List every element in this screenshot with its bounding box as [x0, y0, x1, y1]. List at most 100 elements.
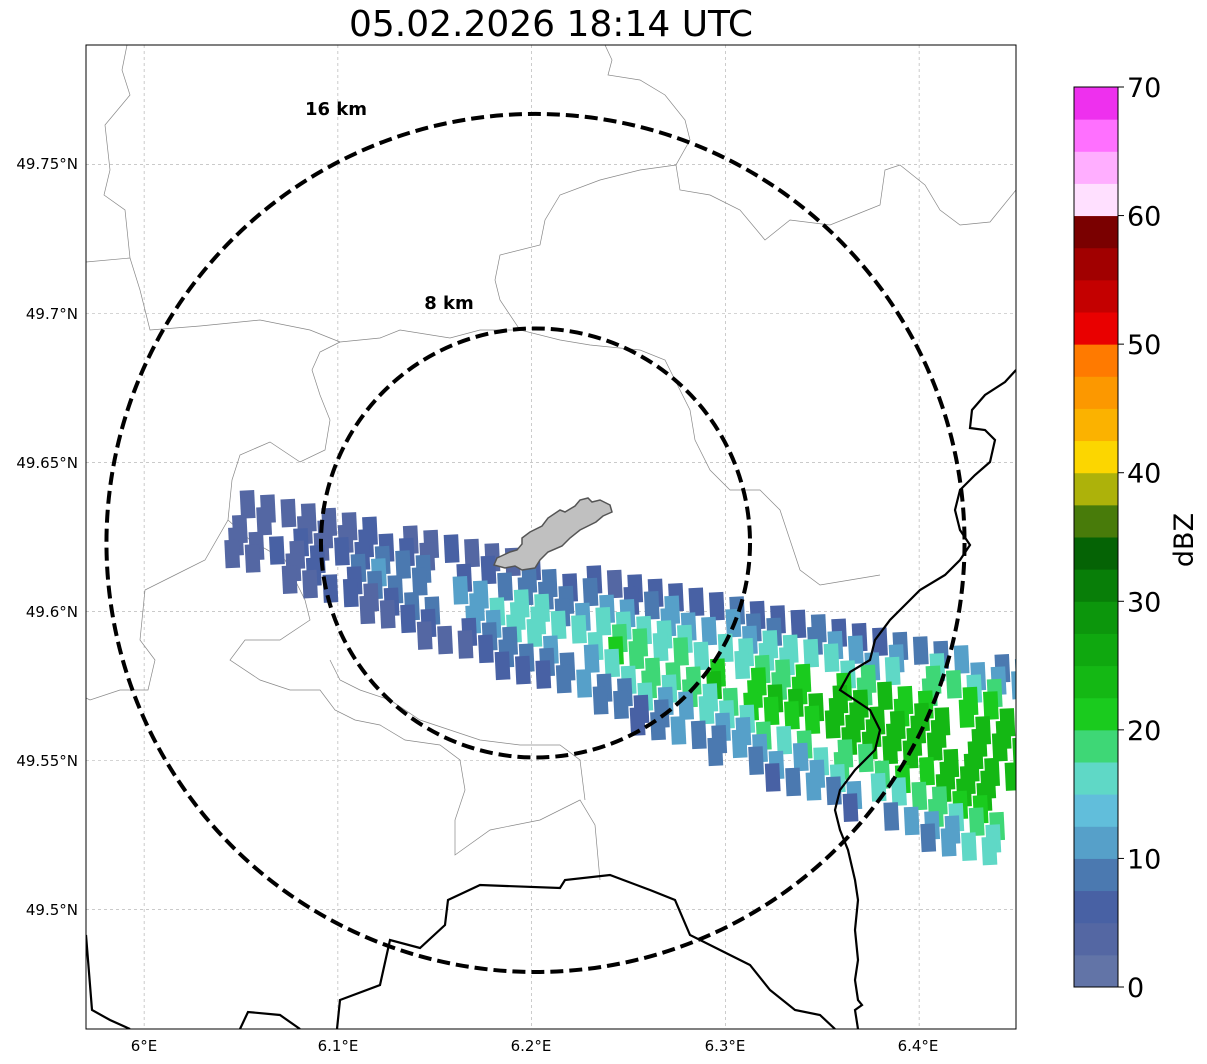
echo-bin: [379, 599, 396, 629]
colorbar-swatch: [1074, 601, 1118, 634]
echo-bin: [514, 655, 531, 685]
echo-bin: [783, 700, 800, 730]
echo-bin: [535, 660, 552, 689]
echo-bin: [670, 716, 687, 745]
echo-bin: [652, 632, 669, 662]
echo-bin: [708, 591, 725, 621]
commune-boundary: [329, 659, 586, 801]
echo-bin: [847, 635, 864, 665]
colorbar-swatch: [1074, 344, 1118, 377]
colorbar-swatch: [1074, 87, 1118, 120]
echo-bin: [443, 534, 460, 563]
echo-bin: [920, 823, 937, 853]
echo-bin: [1004, 762, 1016, 791]
national-borders: [86, 369, 1016, 1029]
echo-bin: [477, 634, 494, 664]
echo-bin: [693, 641, 710, 671]
colorbar-tick-label: 60: [1127, 202, 1161, 233]
echo-bin: [958, 699, 975, 728]
echo-bin: [395, 550, 412, 579]
echo-bin: [457, 630, 474, 659]
echo-bin: [824, 709, 841, 739]
echo-bin: [882, 735, 899, 765]
lon-tick-label: 6.1°E: [318, 1037, 359, 1055]
echo-bin: [342, 578, 359, 608]
colorbar-swatch: [1074, 472, 1118, 506]
echo-bin: [903, 806, 920, 836]
colorbar-tick-label: 40: [1127, 459, 1161, 490]
colorbar-tick-label: 0: [1127, 973, 1144, 1004]
echo-bin: [945, 669, 962, 699]
colorbar-tick-label: 30: [1127, 587, 1161, 618]
echo-bin: [823, 643, 840, 673]
echo-bin: [731, 729, 748, 759]
echo-bin: [785, 767, 802, 797]
colorbar-ticks: 0 10 20 30 40 50 60 70: [1118, 73, 1161, 1004]
colorbar-swatch: [1074, 762, 1118, 795]
commune-boundary: [129, 257, 520, 343]
echo-bin: [883, 802, 900, 831]
echo-bin: [717, 633, 734, 663]
range-ring-8km: [318, 326, 753, 760]
echo-bin: [912, 636, 929, 665]
echo-bin: [968, 807, 985, 837]
echo-bin: [698, 695, 715, 725]
border-luxembourg-germany: [833, 369, 1016, 1029]
commune-boundary: [604, 45, 1016, 241]
echo-bin: [763, 696, 780, 726]
colorbar-swatch: [1074, 408, 1118, 442]
commune-boundary: [86, 341, 341, 701]
colorbar-swatch: [1074, 247, 1118, 281]
echo-bin: [877, 681, 893, 711]
lon-tick-label: 6.2°E: [511, 1037, 552, 1055]
colorbar-tick-label: 20: [1127, 716, 1161, 747]
border-luxembourg-france: [86, 873, 836, 1029]
echo-bin: [333, 536, 350, 566]
colorbar-swatch: [1074, 183, 1118, 217]
colorbar-swatch: [1074, 151, 1118, 184]
echo-bin: [891, 777, 907, 806]
echo-bin: [629, 707, 646, 736]
colorbar-swatch: [1074, 858, 1118, 892]
echo-bin: [643, 590, 660, 620]
echo-bin: [678, 691, 695, 720]
echo-bin: [526, 618, 543, 648]
colorbar-swatch: [1074, 665, 1118, 699]
echo-bin: [1035, 663, 1051, 692]
lon-tick-label: 6.3°E: [705, 1037, 746, 1055]
echo-bin: [991, 732, 1008, 762]
echo-bin: [734, 650, 751, 680]
echo-bin: [416, 621, 433, 650]
colorbar-tick-label: 70: [1127, 73, 1161, 104]
echo-bin: [592, 685, 609, 715]
colorbar-label: dBZ: [1169, 513, 1200, 567]
echo-bin: [688, 587, 705, 617]
echo-bin: [1020, 712, 1036, 741]
range-rings: [104, 111, 967, 975]
echo-bin: [919, 756, 935, 786]
colorbar-swatch: [1074, 922, 1118, 956]
echo-bin: [673, 637, 689, 666]
lat-tick-label: 49.55°N: [16, 752, 78, 770]
echo-bin: [911, 781, 928, 811]
echo-bin: [494, 651, 511, 681]
echo-bin: [280, 498, 297, 528]
echo-bin: [792, 742, 809, 772]
range-ring-16km-label: 16 km: [305, 99, 367, 120]
lat-tick-label: 49.65°N: [16, 454, 78, 472]
echo-bin: [1031, 675, 1047, 704]
lon-tick-label: 6.4°E: [898, 1037, 939, 1055]
colorbar-swatch: [1074, 569, 1118, 602]
colorbar-swatch: [1074, 312, 1118, 345]
echo-bin: [981, 836, 998, 866]
map-plot-area: 8 km 16 km: [85, 44, 1051, 1030]
echo-bin: [302, 569, 318, 599]
echo-bin: [595, 606, 612, 636]
echo-bin: [805, 771, 822, 801]
echo-bin: [437, 625, 454, 655]
lon-tick-label: 6°E: [131, 1037, 158, 1055]
echo-bin: [884, 656, 901, 686]
colorbar-swatch: [1074, 633, 1118, 667]
echo-bin: [790, 609, 807, 639]
echo-bin: [571, 614, 587, 644]
